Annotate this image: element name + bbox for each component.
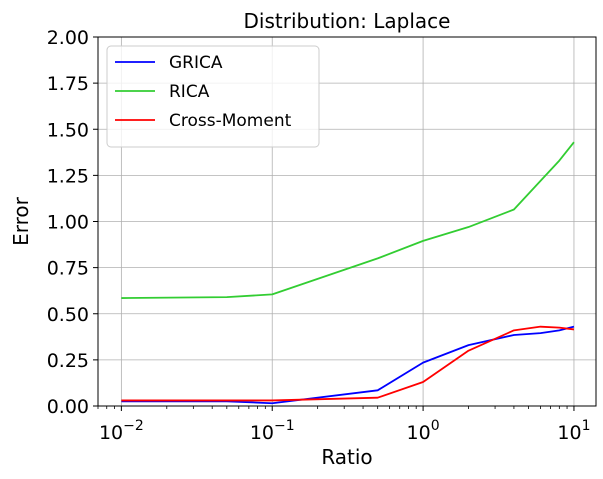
x-tick-label: 101 [557,418,590,444]
x-tick-label: 100 [407,418,440,444]
y-tick-label: 1.00 [47,212,89,234]
x-tick-exponent: 0 [431,418,440,434]
y-axis-label: Error [9,196,33,246]
chart-title: Distribution: Laplace [244,9,451,33]
y-tick-label: 0.00 [47,396,89,418]
x-tick-exponent: 1 [582,418,591,434]
x-tick-exponent: −2 [123,418,144,434]
legend-label: GRICA [169,53,223,73]
y-tick-label: 0.75 [47,258,89,280]
legend-box [106,45,320,148]
x-tick-exponent: −1 [274,418,295,434]
y-tick-label: 1.50 [47,119,89,141]
x-tick-label: 10−1 [250,418,295,444]
y-tick-label: 0.50 [47,304,89,326]
legend-label: RICA [169,82,210,102]
x-tick-base: 10 [557,422,581,444]
series-line-1 [121,141,575,299]
legend-label: Cross-Moment [169,111,292,131]
series-lines [121,141,575,405]
series-line-0 [121,325,575,405]
y-tick-label: 0.25 [47,350,89,372]
series-line-2 [121,325,575,402]
y-tick-label: 1.25 [47,165,89,187]
x-tick-base: 10 [250,422,274,444]
y-tick-label: 2.00 [47,27,89,49]
x-axis-label: Ratio [321,445,372,469]
x-tick-base: 10 [99,422,123,444]
x-tick-base: 10 [407,422,431,444]
legend: GRICA RICA Cross-Moment [106,45,320,148]
x-tick-label: 10−2 [99,418,144,444]
axis-ticks: 0.000.250.500.751.001.251.501.752.0010−2… [47,27,591,444]
y-tick-label: 1.75 [47,73,89,95]
